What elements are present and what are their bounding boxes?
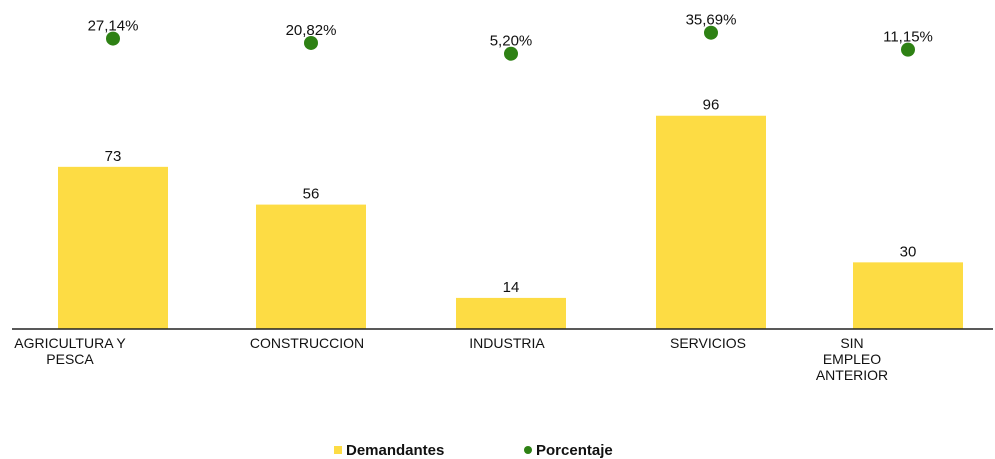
x-tick-label: SERVICIOS bbox=[670, 335, 746, 351]
dot-value-label: 27,14% bbox=[88, 18, 139, 35]
bar-value-label: 96 bbox=[703, 97, 720, 114]
bar-value-label: 73 bbox=[105, 148, 122, 165]
bar bbox=[256, 204, 366, 329]
dot-value-label: 35,69% bbox=[686, 12, 737, 29]
bar-value-label: 30 bbox=[900, 243, 917, 260]
legend-swatch bbox=[334, 446, 342, 454]
bar bbox=[456, 297, 566, 329]
dot bbox=[901, 42, 915, 57]
dot bbox=[504, 46, 518, 61]
bar bbox=[58, 166, 168, 329]
x-tick-label: CONSTRUCCION bbox=[249, 335, 365, 351]
x-tick-label: AGRICULTURA Y PESCA bbox=[14, 335, 126, 367]
legend-label: Porcentaje bbox=[536, 442, 613, 459]
dot bbox=[106, 31, 120, 46]
dot-value-label: 20,82% bbox=[286, 22, 337, 39]
bar-value-label: 56 bbox=[303, 186, 320, 203]
x-tick-label: SIN EMPLEO ANTERIOR bbox=[815, 335, 889, 383]
dot bbox=[704, 25, 718, 40]
dot-value-label: 11,15% bbox=[883, 29, 933, 46]
bar bbox=[656, 115, 766, 329]
dot bbox=[304, 35, 318, 50]
dot-value-label: 5,20% bbox=[490, 33, 533, 50]
legend-swatch bbox=[524, 446, 532, 454]
legend-label: Demandantes bbox=[346, 442, 444, 459]
bar-value-label: 14 bbox=[503, 279, 520, 296]
x-tick-label: INDUSTRIA bbox=[469, 335, 545, 351]
bar bbox=[853, 262, 963, 329]
